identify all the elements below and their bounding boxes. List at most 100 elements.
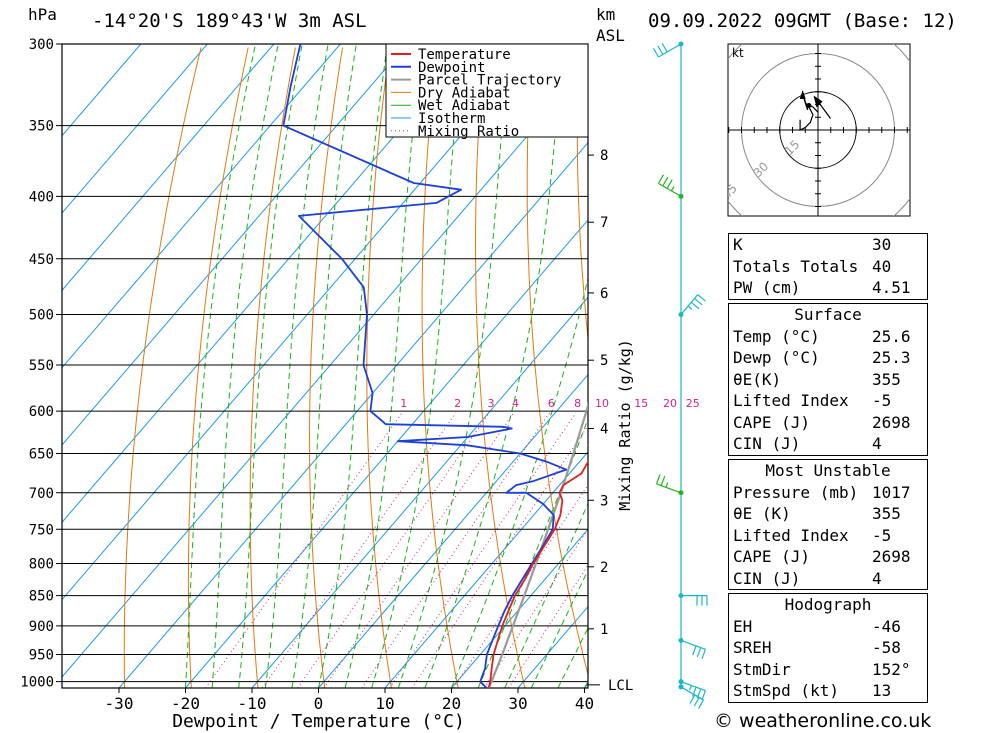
wet-adiabat-line [291, 44, 357, 688]
mixing-ratio-line [361, 412, 550, 688]
table-row: K 30 [729, 234, 927, 256]
table-row: SREH -58 [729, 637, 927, 659]
isotherm-line [62, 44, 275, 292]
wet-adiabat-line [238, 44, 303, 688]
table-key: Dewp (°C) [733, 348, 820, 367]
table-value: -46 [872, 616, 901, 636]
table-value: -5 [872, 391, 892, 410]
x-tick-label: -10 [238, 694, 267, 713]
mixing-ratio-line [323, 412, 515, 688]
mixing-ratio-label: 3 [487, 397, 494, 410]
table-key: CAPE (J) [733, 412, 811, 432]
pressure-tick-label: 700 [29, 486, 54, 502]
km-tick-label: 2 [600, 560, 608, 576]
wet-adiabat-line [451, 275, 588, 688]
km-unit-label: km [596, 5, 616, 24]
table-value: 30 [872, 235, 892, 254]
table-value: 13 [872, 681, 892, 700]
most-unstable-table: Most Unstable Pressure (mb) 1017 θE (K) 355… [728, 459, 928, 590]
isotherm-line [451, 528, 588, 688]
wind-barb-flag [693, 697, 700, 707]
table-row: Dewp (°C) 25.3 [729, 347, 927, 369]
mixing-ratio-label: 6 [548, 397, 555, 410]
parcel-trajectory-line [487, 401, 588, 688]
isotherm-line [62, 44, 474, 524]
datetime-title: 09.09.2022 09GMT (Base: 12) [648, 10, 957, 32]
mean-wind-arrowhead [813, 95, 823, 108]
table-value: 40 [872, 256, 892, 276]
table-row: CIN (J) 4 [729, 433, 927, 455]
legend-label: Temperature [418, 47, 511, 63]
table-key: Totals Totals [733, 256, 859, 276]
mixing-ratio-line [389, 412, 577, 688]
pressure-tick-label: 400 [29, 189, 54, 205]
km-tick-label: 6 [600, 286, 608, 302]
pressure-tick-label: 750 [29, 522, 54, 538]
wind-barb [678, 637, 706, 659]
wet-adiabat-line [504, 502, 588, 688]
wind-barb-flag [689, 694, 696, 704]
table-key: Temp (°C) [733, 326, 820, 346]
mixing-ratio-line [411, 425, 588, 688]
table-row: EH -46 [729, 616, 927, 638]
table-key: K [733, 235, 743, 254]
x-tick-label: 30 [508, 694, 527, 713]
wind-barb-flag [697, 294, 706, 302]
wind-barb-flag [687, 305, 693, 310]
dry-adiabat-line [576, 47, 588, 343]
table-row: θE (K) 355 [729, 503, 927, 525]
dry-adiabat-line [626, 48, 725, 689]
pressure-tick-label: 650 [29, 447, 54, 463]
dry-adiabat-line [421, 47, 459, 688]
table-key: CIN (J) [733, 434, 801, 453]
table-key: Lifted Index [733, 391, 849, 410]
pressure-unit-label: hPa [28, 5, 57, 24]
mixing-ratio-label: 2 [454, 397, 461, 410]
legend-box [385, 43, 589, 138]
table-row: StmDir 152° [729, 659, 927, 681]
wind-barb [678, 593, 708, 606]
dry-adiabat-line [366, 47, 392, 688]
table-value: 25.6 [872, 326, 911, 346]
hodograph-point [806, 103, 812, 108]
table-key: Pressure (mb) [733, 482, 859, 502]
wind-barb-flag [697, 699, 705, 709]
table-value: 4 [872, 568, 882, 588]
table-row: CIN (J) 4 [729, 568, 927, 590]
pressure-tick-label: 350 [29, 119, 54, 135]
table-row: Totals Totals 40 [729, 256, 927, 278]
isotherm-line [118, 141, 588, 688]
isotherm-line [62, 64, 588, 678]
isotherm-line [62, 44, 541, 601]
table-value: 25.3 [872, 348, 911, 367]
wind-barb-shaft [680, 639, 706, 650]
credit-link[interactable]: © weatheronline.co.uk [714, 710, 932, 732]
wet-adiabat-line [477, 417, 588, 688]
mixing-ratio-line [205, 412, 403, 688]
table-key: θE(K) [733, 369, 782, 389]
isotherm-line [62, 44, 142, 137]
legend-label: Isotherm [418, 111, 485, 127]
wind-barb-flag [670, 186, 675, 192]
wind-barb-flag [701, 690, 706, 701]
wet-adiabat-line [424, 44, 564, 688]
isotherm-line [384, 451, 588, 688]
profiles [282, 44, 588, 688]
table-value: 1017 [872, 482, 911, 502]
dry-adiabat-line [475, 47, 526, 688]
wind-barb-flag [694, 298, 703, 306]
table-row: Lifted Index -5 [729, 390, 927, 412]
mixing-ratio-label: 4 [512, 397, 519, 410]
dry-adiabat-line [308, 47, 344, 688]
table-row: PW (cm) 4.51 [729, 277, 927, 299]
table-row: CAPE (J) 2698 [729, 412, 927, 434]
indices-table: K 30 Totals Totals 40 PW (cm) 4.51 [728, 233, 928, 300]
table-key: Lifted Index [733, 525, 849, 545]
km-tick-label: 3 [600, 493, 608, 509]
wind-barb-flag [696, 647, 702, 658]
table-key: CIN (J) [733, 568, 801, 588]
dry-adiabat-line [123, 47, 202, 688]
mixing-ratio-label: 20 [663, 397, 677, 410]
